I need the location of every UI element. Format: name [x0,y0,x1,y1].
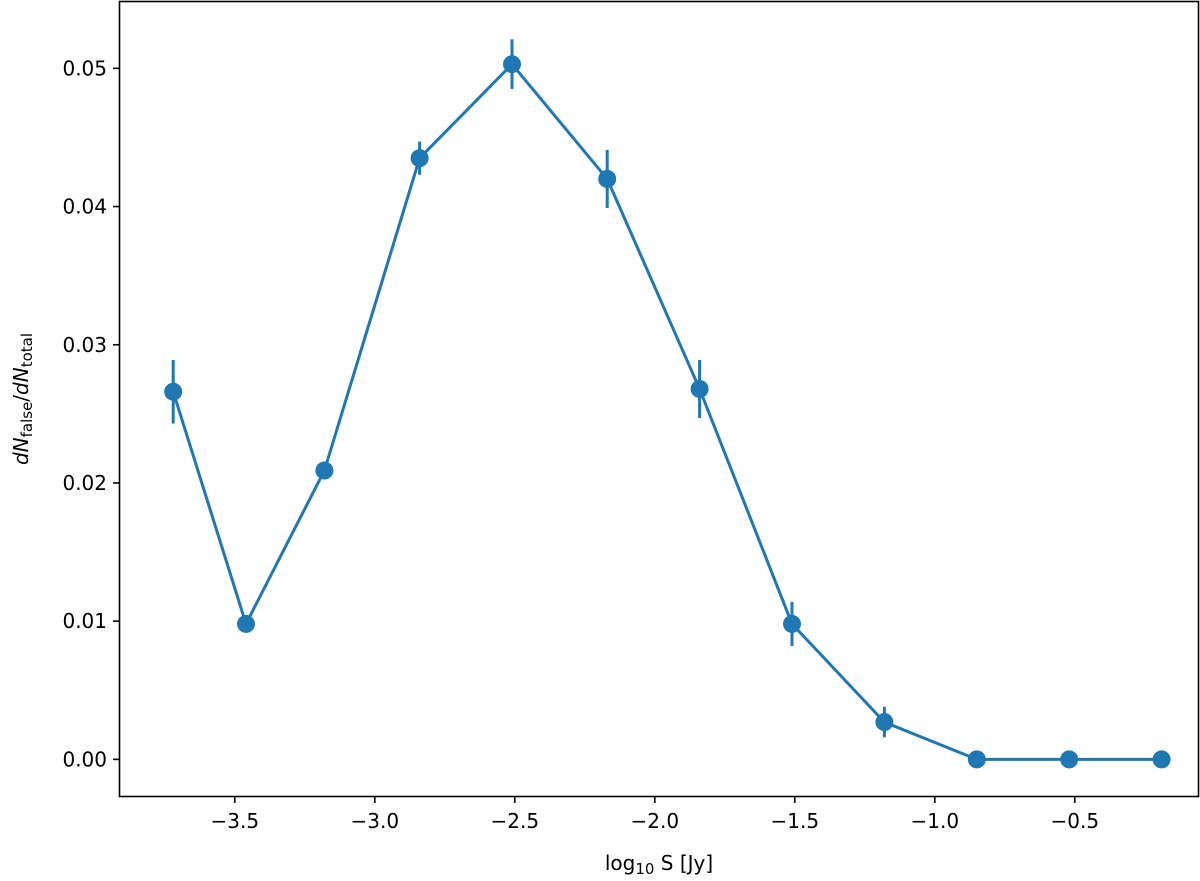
x-tick-label: −3.0 [351,809,400,833]
data-point [967,750,986,769]
plot-frame [118,0,1200,798]
data-point [1152,750,1171,769]
x-axis-label: log10 S [Jy] [605,851,713,878]
x-tick-label: −2.5 [491,809,540,833]
x-tick-label: −2.0 [631,809,680,833]
data-point [503,55,521,74]
x-tick-label: −1.5 [771,809,820,833]
series-line [171,62,1162,761]
y-tick-label: 0.02 [62,471,107,495]
y-tick-label: 0.04 [62,195,107,219]
data-point [315,461,334,480]
x-tick-label: −0.5 [1051,809,1100,833]
y-tick-label: 0.05 [62,56,107,80]
data-point [1060,750,1079,769]
data-point [875,713,894,732]
data-point [237,614,255,633]
data-point [410,149,429,168]
data-point [783,614,801,633]
y-tick-label: 0.01 [62,609,107,633]
y-axis: 0.00 0.01 0.02 0.03 0.04 0.05 [62,56,120,771]
y-axis-label: dNfalse/dNtotal [9,333,36,465]
y-tick-label: 0.00 [62,747,107,771]
x-axis: −3.5 −3.0 −2.5 −2.0 −1.5 −1.0 −0.5 [211,796,1100,833]
x-tick-label: −3.5 [211,809,260,833]
data-point [164,382,183,401]
y-tick-label: 0.03 [62,333,107,357]
data-marks [164,39,1171,769]
data-point [598,169,617,188]
data-point [690,379,709,398]
x-tick-label: −1.0 [911,809,960,833]
